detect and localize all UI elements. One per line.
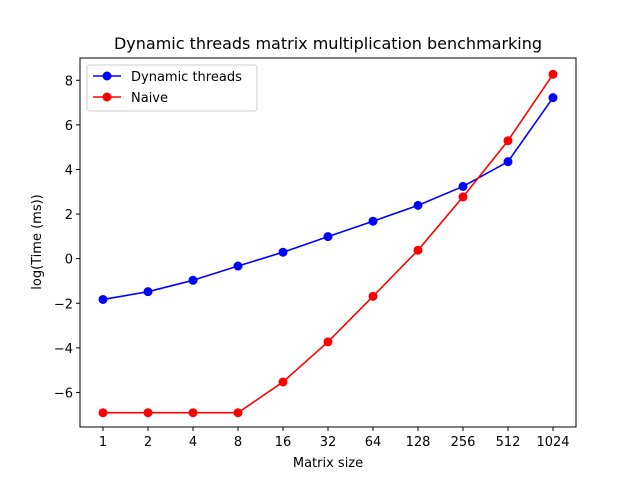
- y-tick-label: 8: [65, 74, 73, 89]
- x-tick-label: 16: [275, 435, 292, 450]
- data-point-dynamic-threads: [368, 216, 378, 226]
- x-tick-label: 32: [320, 435, 337, 450]
- x-tick-label: 128: [406, 435, 431, 450]
- data-point-dynamic-threads: [503, 157, 513, 167]
- legend-label-naive: Naive: [131, 91, 168, 106]
- chart-title: Dynamic threads matrix multiplication be…: [114, 34, 542, 53]
- legend-marker-naive: [102, 92, 112, 102]
- data-point-dynamic-threads: [188, 275, 198, 285]
- x-tick-label: 8: [234, 435, 242, 450]
- y-tick-label: −4: [54, 342, 73, 357]
- x-axis: 1 2 4 8 16 32 64 128 256 512 1024: [99, 427, 570, 450]
- data-point-dynamic-threads: [323, 232, 333, 242]
- y-tick-label: 2: [65, 208, 73, 223]
- data-point-dynamic-threads: [233, 261, 243, 271]
- data-point-dynamic-threads: [98, 294, 108, 304]
- data-point-dynamic-threads: [278, 247, 288, 257]
- data-point-naive: [98, 408, 108, 418]
- data-point-naive: [143, 408, 153, 418]
- y-axis-label: log(Time (ms)): [30, 194, 45, 290]
- data-point-dynamic-threads: [548, 93, 558, 103]
- x-tick-label: 2: [144, 435, 152, 450]
- y-axis: −6 −4 −2 0 2 4 6 8: [54, 74, 80, 401]
- x-tick-label: 4: [189, 435, 197, 450]
- legend-label-dynamic-threads: Dynamic threads: [131, 70, 242, 85]
- series-layer: [98, 69, 558, 418]
- x-tick-label: 256: [451, 435, 476, 450]
- plot-area: [79, 57, 577, 428]
- data-point-naive: [548, 69, 558, 79]
- x-tick-label: 1024: [536, 435, 569, 450]
- legend-marker-dynamic-threads: [102, 71, 112, 81]
- data-point-dynamic-threads: [413, 200, 423, 210]
- legend-box: [86, 64, 258, 112]
- data-point-naive: [233, 408, 243, 418]
- x-axis-label: Matrix size: [293, 456, 363, 471]
- data-point-naive: [278, 377, 288, 387]
- x-tick-label: 1: [99, 435, 107, 450]
- data-point-naive: [368, 291, 378, 301]
- y-tick-label: 4: [65, 163, 73, 178]
- data-point-dynamic-threads: [143, 287, 153, 297]
- data-point-naive: [503, 136, 513, 146]
- data-point-dynamic-threads: [458, 181, 468, 191]
- data-point-naive: [458, 192, 468, 202]
- x-tick-label: 64: [365, 435, 382, 450]
- y-tick-label: −6: [54, 386, 73, 401]
- data-point-naive: [323, 337, 333, 347]
- y-tick-label: −2: [54, 297, 73, 312]
- data-point-naive: [188, 408, 198, 418]
- legend: Dynamic threads Naive: [86, 64, 258, 112]
- x-tick-label: 512: [496, 435, 521, 450]
- y-tick-label: 0: [65, 253, 73, 268]
- y-tick-label: 6: [65, 119, 73, 134]
- data-point-naive: [413, 245, 423, 255]
